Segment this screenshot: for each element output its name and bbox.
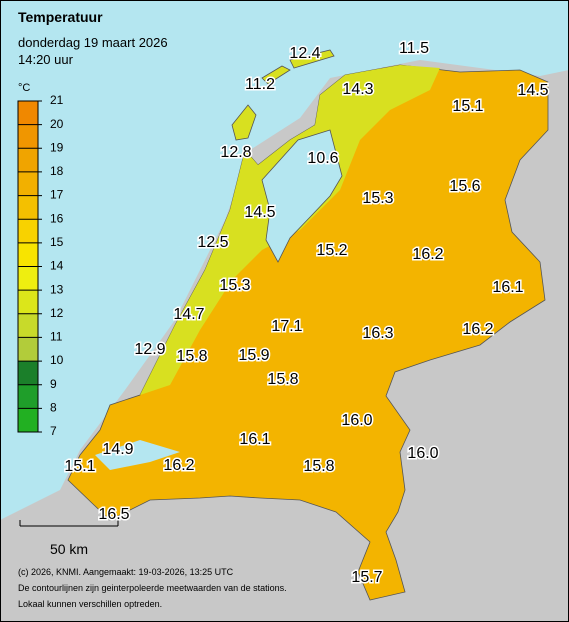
station-value: 15.8 (267, 371, 298, 388)
ijsselmeer (261, 129, 343, 263)
color-band (18, 290, 38, 314)
station-value: 16.1 (492, 279, 523, 296)
station-value: 15.3 (219, 277, 250, 294)
colorbar-tick-label: 20 (50, 117, 64, 131)
station-value: 16.0 (407, 445, 438, 462)
station-value: 16.0 (341, 412, 372, 429)
station-value: 16.1 (239, 431, 270, 448)
station-value: 16.3 (362, 325, 393, 342)
color-band (18, 195, 38, 220)
unit: °C (18, 82, 30, 94)
station-value: 14.9 (102, 441, 133, 458)
colorbar-tick-label: 11 (50, 330, 63, 344)
color-band (18, 408, 38, 432)
station-value: 15.8 (176, 348, 207, 365)
terschelling (289, 49, 335, 69)
station-value: 16.2 (412, 246, 443, 263)
station-value: 15.2 (316, 242, 347, 259)
colorbar-tick-label: 16 (50, 211, 64, 225)
station-value: 15.3 (362, 190, 393, 207)
station-value: 15.1 (64, 458, 95, 475)
colorbar-tick-label: 19 (50, 140, 64, 154)
station-value: 16.2 (163, 457, 194, 474)
delta-water (95, 440, 180, 470)
colorbar-tick-label: 9 (50, 377, 57, 391)
station-value: 16.2 (462, 321, 493, 338)
station-value: 14.5 (244, 204, 275, 221)
color-band (18, 361, 38, 385)
time: 14:20 uur (18, 52, 74, 67)
color-band (18, 242, 38, 267)
colorbar-tick-label: 8 (50, 401, 57, 415)
netherlands (67, 64, 549, 601)
color-band (18, 101, 38, 125)
footer-line: (c) 2026, KNMI. Aangemaakt: 19-03-2026, … (18, 567, 234, 577)
station-value: 16.5 (98, 506, 129, 523)
color-band (18, 313, 38, 338)
station-value: 14.3 (342, 81, 373, 98)
station-value: 15.6 (449, 178, 480, 195)
color-band (18, 148, 38, 172)
station-value: 10.6 (307, 150, 338, 167)
color-band (18, 171, 38, 196)
colorbar-tick-label: 21 (50, 93, 64, 107)
footer-line: Lokaal kunnen verschillen optreden. (18, 599, 162, 609)
station-value: 12.4 (289, 45, 320, 62)
date: donderdag 19 maart 2026 (18, 35, 168, 50)
station-value: 12.5 (197, 234, 228, 251)
colorbar-tick-label: 14 (50, 259, 64, 273)
colorbar-tick-label: 12 (50, 306, 64, 320)
color-band (18, 219, 38, 243)
colorbar-tick-label: 10 (50, 353, 64, 367)
station-value: 14.7 (173, 306, 204, 323)
station-value: 15.9 (238, 347, 269, 364)
station-value: 15.8 (303, 458, 334, 475)
station-value: 15.7 (351, 569, 382, 586)
colorbar-tick-label: 7 (50, 424, 57, 438)
station-value: 14.5 (517, 82, 548, 99)
station-value: 12.8 (220, 144, 251, 161)
title: Temperatuur (18, 9, 103, 25)
vlieland (261, 65, 291, 85)
colorbar-tick-label: 18 (50, 164, 64, 178)
colorbar-tick-label: 13 (50, 282, 64, 296)
color-band (18, 337, 38, 362)
sea (0, 0, 569, 520)
color-band (18, 384, 38, 409)
station-value: 11.2 (245, 76, 275, 93)
colorbar-tick-label: 15 (50, 235, 64, 249)
color-band (18, 266, 38, 291)
station-value: 12.9 (134, 341, 165, 358)
station-value: 15.1 (452, 98, 483, 115)
station-value: 17.1 (271, 318, 302, 335)
color-band (18, 124, 38, 149)
colorbar-tick-label: 17 (50, 188, 64, 202)
scale-label: 50 km (50, 541, 88, 557)
station-value: 11.5 (399, 40, 429, 57)
footer-line: De contourlijnen zijn geinterpoleerde me… (18, 583, 287, 593)
texel (231, 104, 257, 141)
